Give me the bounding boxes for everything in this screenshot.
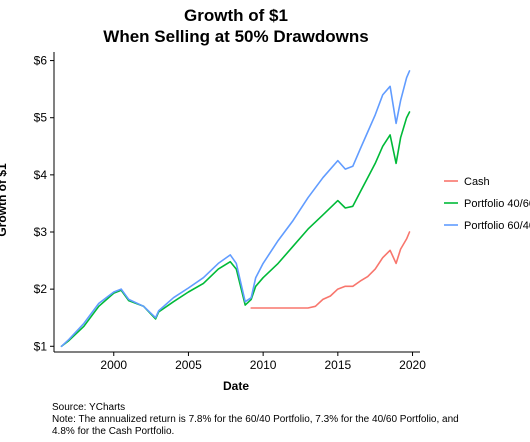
series-line-portfolio-40-60 [60,111,411,348]
legend: Cash Portfolio 40/60 Portfolio 60/40 [444,176,530,232]
y-tick-label: $1 [34,339,48,353]
plot-area: $1 $2 $3 $4 $5 $6 2000 2005 2010 2015 2020 [34,52,426,372]
chart-subtitle: When Selling at 50% Drawdowns [103,27,368,46]
chart-title: Growth of $1 [184,6,288,25]
caption-note-line2: 4.8% for the Cash Portfolio. [52,426,174,437]
legend-label: Cash [464,176,490,188]
x-tick-label: 2005 [175,358,202,372]
x-tick-label: 2015 [324,358,351,372]
y-ticks: $1 $2 $3 $4 $5 $6 [34,54,54,353]
legend-label: Portfolio 60/40 [464,220,530,232]
x-axis-title: Date [223,379,249,393]
y-tick-label: $3 [34,225,48,239]
x-tick-label: 2010 [250,358,277,372]
y-axis-title: Growth of $1 [0,163,9,237]
caption-source: Source: YCharts [52,402,125,413]
y-tick-label: $2 [34,282,48,296]
y-tick-label: $5 [34,111,48,125]
y-tick-label: $6 [34,54,48,68]
x-tick-label: 2020 [399,358,426,372]
series-layer [60,70,411,348]
series-line-portfolio-60-40 [60,70,411,348]
legend-label: Portfolio 40/60 [464,198,530,210]
y-tick-label: $4 [34,168,48,182]
x-ticks: 2000 2005 2010 2015 2020 [100,352,426,372]
series-line-cash [250,231,411,309]
caption-note-line1: Note: The annualized return is 7.8% for … [52,414,459,425]
y-axis-title-text: Growth of $1 [0,163,9,237]
x-tick-label: 2000 [100,358,127,372]
